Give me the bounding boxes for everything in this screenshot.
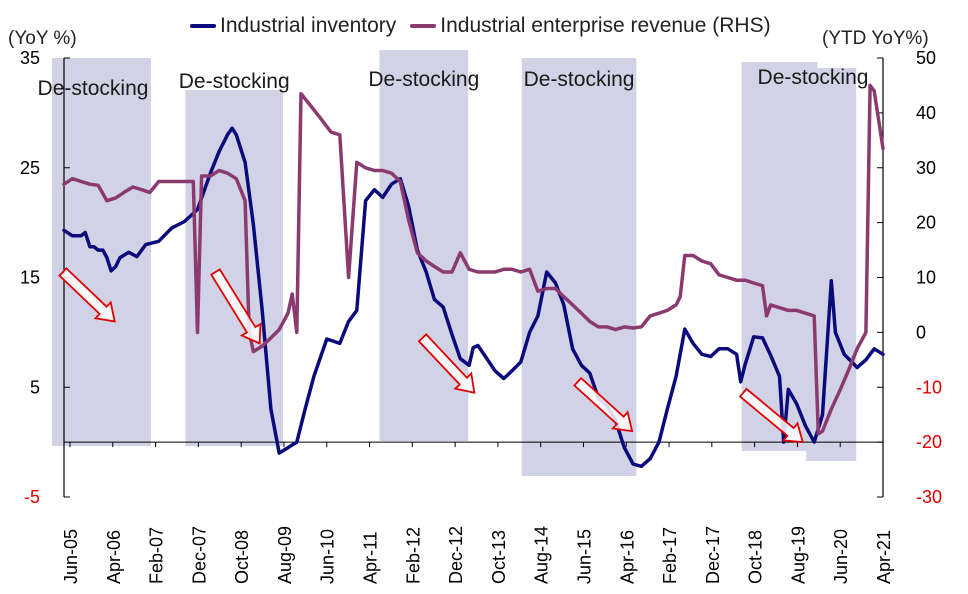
x-axis-tick-label: Oct-18 — [746, 530, 766, 584]
left-axis-tick-label: -5 — [24, 487, 40, 507]
right-axis-tick-label: 10 — [916, 268, 936, 288]
x-axis-tick-label: Feb-07 — [147, 527, 167, 584]
destocking-band — [806, 68, 857, 461]
x-axis-tick-label: Feb-12 — [403, 527, 423, 584]
x-axis-tick-label: Apr-16 — [617, 530, 637, 584]
x-axis-tick-label: Jun-20 — [831, 529, 851, 584]
right-axis-tick-label: 30 — [916, 158, 936, 178]
right-axis-tick-label: 40 — [916, 103, 936, 123]
left-axis-tick-label: 35 — [20, 48, 40, 68]
shaded-periods: De-stocking De-stocking De-stocking De-stoc… — [38, 50, 869, 476]
series — [62, 83, 885, 469]
axes: -5 5 15 25 35 -30 -20 -10 0 10 20 30 40 50 Jun-05 Apr-0… — [20, 48, 942, 584]
red-arrow-annotation — [58, 267, 116, 323]
destocking-label: De-stocking — [758, 66, 869, 89]
legend-label-inventory: Industrial inventory — [220, 14, 397, 37]
destocking-label: De-stocking — [368, 68, 479, 91]
left-axis-tick-label: 25 — [20, 158, 40, 178]
x-axis-tick-label: Dec-07 — [189, 526, 209, 584]
right-axis-tick-label: -30 — [916, 487, 942, 507]
x-axis-tick-label: Jun-10 — [318, 529, 338, 584]
x-axis-tick-label: Aug-19 — [788, 526, 808, 584]
series-line-industrial-inventory — [62, 126, 885, 469]
red-arrow-annotation — [210, 268, 262, 345]
series-line-industrial-revenue — [62, 83, 885, 436]
red-arrow-annotation — [573, 376, 634, 433]
x-axis-tick-label: Apr-21 — [874, 530, 894, 584]
destocking-label: De-stocking — [179, 70, 290, 93]
destocking-band — [521, 58, 637, 476]
x-axis-tick-label: Oct-13 — [489, 530, 509, 584]
x-axis-tick-label: Dec-17 — [703, 526, 723, 584]
x-axis-tick-label: Jun-15 — [574, 529, 594, 584]
right-axis-tick-label: 50 — [916, 48, 936, 68]
destocking-band — [185, 90, 283, 446]
annotations — [58, 267, 805, 444]
red-arrow-annotation — [738, 387, 805, 444]
right-axis-tick-label: -20 — [916, 432, 942, 452]
x-axis-tick-label: Feb-17 — [660, 527, 680, 584]
x-axis-tick-label: Dec-12 — [446, 526, 466, 584]
right-axis-tick-label: 0 — [916, 322, 926, 342]
legend: Industrial inventory Industrial enterpri… — [190, 14, 771, 38]
legend-swatch-revenue — [410, 24, 437, 28]
destocking-label: De-stocking — [524, 68, 635, 91]
left-axis-tick-label: 5 — [30, 377, 40, 397]
x-axis-tick-label: Oct-08 — [232, 530, 252, 584]
legend-item-revenue[interactable]: Industrial enterprise revenue (RHS) — [410, 14, 771, 38]
left-axis-unit: (YoY %) — [8, 28, 77, 49]
x-axis-tick-label: Apr-06 — [104, 530, 124, 584]
right-axis-unit: (YTD YoY%) — [822, 28, 929, 49]
left-axis-tick-label: 15 — [20, 268, 40, 288]
right-axis-tick-label: 20 — [916, 213, 936, 233]
destocking-band — [379, 50, 469, 441]
right-axis-tick-label: -10 — [916, 377, 942, 397]
x-axis-tick-label: Aug-14 — [532, 526, 552, 584]
x-axis-tick-label: Jun-05 — [61, 529, 81, 584]
red-arrow-annotation — [417, 333, 476, 394]
x-axis-tick-label: Aug-09 — [275, 526, 295, 584]
destocking-label: De-stocking — [38, 77, 149, 100]
x-axis-tick-label: Apr-11 — [361, 531, 381, 584]
legend-item-inventory[interactable]: Industrial inventory — [190, 14, 396, 38]
legend-label-revenue: Industrial enterprise revenue (RHS) — [440, 14, 771, 37]
legend-swatch-inventory — [190, 24, 216, 28]
destocking-band — [52, 58, 151, 446]
